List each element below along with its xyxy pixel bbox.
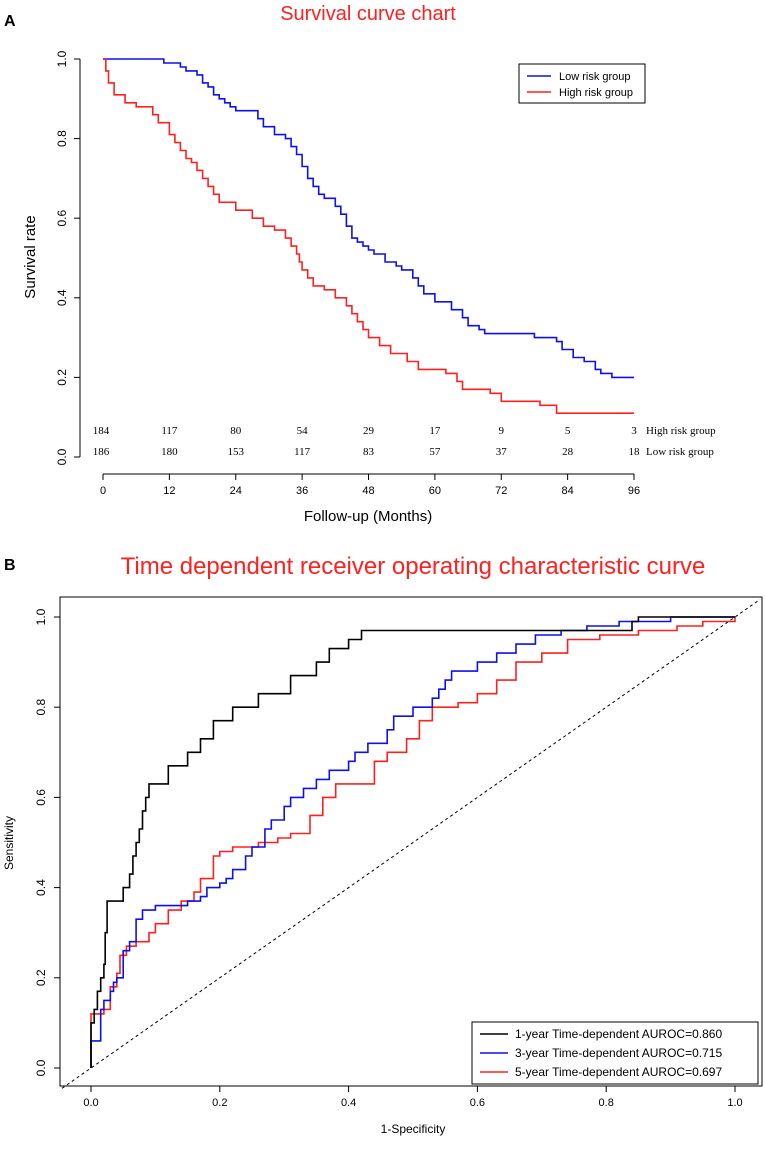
roc-legend: 1-year Time-dependent AUROC=0.860 3-year…: [471, 1021, 759, 1085]
low-risk-curve: [103, 58, 634, 379]
high-risk-curve: [103, 58, 634, 414]
risk-table-count: 117: [294, 446, 311, 458]
roc-y-tick-label: 0.2: [34, 969, 48, 986]
risk-table-count: 180: [161, 446, 178, 458]
survival-x-tick-label: 0: [100, 485, 106, 497]
roc-y-tick-label: 0.8: [34, 699, 48, 716]
survival-y-axis-label: Survival rate: [22, 215, 39, 298]
legend-high-risk-label: High risk group: [559, 87, 633, 99]
legend-1-year-label: 1-year Time-dependent AUROC=0.860: [515, 1027, 722, 1041]
survival-y-tick-label: 0.4: [55, 289, 69, 306]
survival-x-tick-label: 96: [628, 485, 640, 497]
risk-table-count: 80: [230, 425, 242, 437]
roc-y-tick-label: 0.6: [34, 789, 48, 806]
survival-y-tick-label: 0.0: [55, 448, 69, 465]
roc-y-tick-label: 0.0: [34, 1059, 48, 1076]
survival-y-tick-label: 0.8: [55, 130, 69, 147]
panel-label-a: A: [4, 13, 16, 30]
risk-table-count: 5: [565, 425, 571, 437]
roc-y-axis-label: Sensitivity: [2, 816, 16, 870]
risk-table-count: 37: [496, 446, 508, 458]
risk-table-count: 3: [631, 425, 637, 437]
survival-x-tick-label: 60: [429, 485, 441, 497]
roc-y-tick-label: 0.4: [34, 879, 48, 896]
roc-curve-3-year: [90, 616, 735, 1068]
survival-chart-title: Survival curve chart: [280, 3, 456, 25]
roc-curve-1-year: [90, 616, 735, 1068]
roc-plot-frame: [59, 596, 763, 1087]
survival-curves: [103, 58, 634, 414]
roc-x-tick-label: 1.0: [727, 1097, 742, 1109]
roc-chart-title: Time dependent receiver operating charac…: [121, 553, 706, 580]
legend-box: [518, 63, 646, 104]
roc-y-tick-label: 1.0: [34, 608, 48, 625]
risk-table-count: 117: [161, 425, 178, 437]
survival-x-axis-label: Follow-up (Months): [304, 508, 432, 525]
legend-low-risk-label: Low risk group: [559, 71, 631, 83]
risk-table-count: 18: [629, 446, 641, 458]
risk-table-row-label: High risk group: [646, 425, 716, 437]
roc-x-tick-label: 0.0: [83, 1097, 98, 1109]
risk-table: 184 117 80 54 29 17 9 5 3 High risk group 186 180 15…: [93, 425, 716, 458]
roc-axes: 0.0 0.2 0.4 0.6 0.8 1.0 0.0 0.2 0.4 0.6 0.8 1.0: [34, 608, 743, 1109]
risk-table-count: 57: [429, 446, 441, 458]
risk-table-count: 28: [562, 446, 574, 458]
risk-table-count: 17: [429, 425, 441, 437]
roc-x-tick-label: 0.8: [599, 1097, 614, 1109]
panel-label-b: B: [4, 557, 16, 574]
legend-3-year-label: 3-year Time-dependent AUROC=0.715: [515, 1046, 722, 1060]
survival-y-tick-label: 1.0: [55, 50, 69, 67]
risk-table-count: 186: [93, 446, 110, 458]
roc-x-tick-label: 0.2: [212, 1097, 227, 1109]
survival-x-tick-label: 36: [296, 485, 308, 497]
survival-legend: Low risk group High risk group: [518, 63, 646, 104]
risk-table-count: 153: [228, 446, 245, 458]
legend-5-year-label: 5-year Time-dependent AUROC=0.697: [515, 1065, 722, 1079]
risk-table-count: 184: [93, 425, 110, 437]
survival-chart: A Survival curve chart Survival rate Fol…: [4, 3, 716, 525]
roc-curves: [90, 616, 736, 1068]
roc-chart: B Time dependent receiver operating char…: [2, 553, 763, 1136]
roc-x-axis-label: 1-Specificity: [381, 1122, 446, 1136]
survival-x-tick-label: 84: [562, 485, 574, 497]
roc-x-tick-label: 0.6: [470, 1097, 485, 1109]
legend-box: [471, 1021, 759, 1085]
roc-x-tick-label: 0.4: [341, 1097, 356, 1109]
survival-x-tick-label: 48: [362, 485, 374, 497]
risk-table-row-label: Low risk group: [646, 446, 714, 458]
risk-table-count: 83: [363, 446, 375, 458]
survival-x-tick-label: 12: [163, 485, 175, 497]
survival-x-tick-label: 72: [495, 485, 507, 497]
survival-y-tick-label: 0.2: [55, 369, 69, 386]
risk-table-count: 54: [297, 425, 309, 437]
survival-y-tick-label: 0.6: [55, 210, 69, 227]
survival-axes: 0.0 0.2 0.4 0.6 0.8 1.0 0 12 24 36 48 60 72 84 96: [55, 50, 640, 497]
roc-reference-diagonal: [61, 599, 761, 1089]
roc-curve-5-year: [90, 617, 736, 1068]
risk-table-count: 29: [363, 425, 375, 437]
survival-x-tick-label: 24: [230, 485, 242, 497]
risk-table-count: 9: [499, 425, 505, 437]
